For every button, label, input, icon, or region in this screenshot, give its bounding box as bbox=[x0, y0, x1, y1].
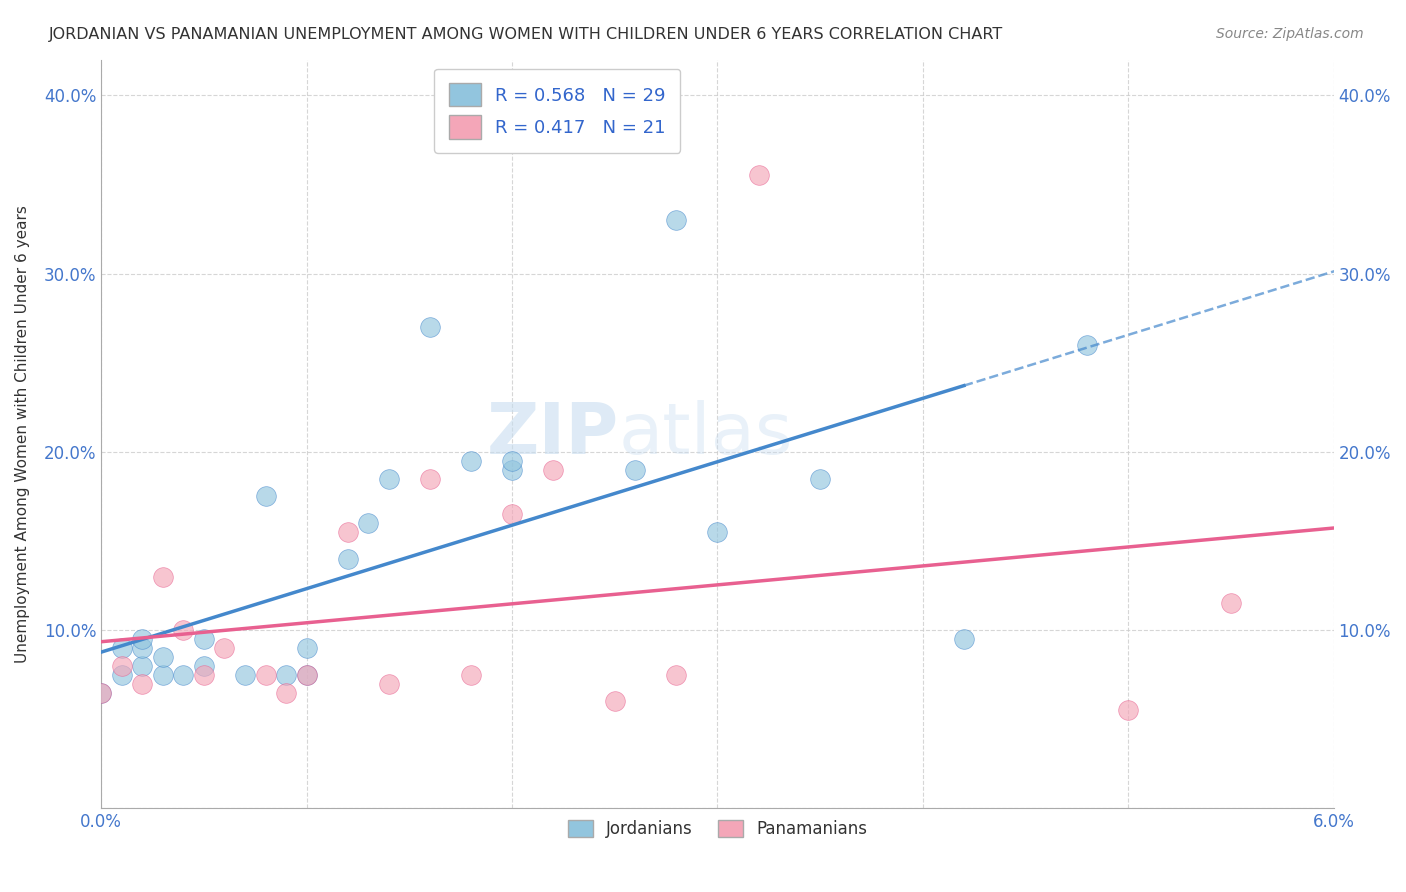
Text: JORDANIAN VS PANAMANIAN UNEMPLOYMENT AMONG WOMEN WITH CHILDREN UNDER 6 YEARS COR: JORDANIAN VS PANAMANIAN UNEMPLOYMENT AMO… bbox=[49, 27, 1004, 42]
Point bbox=[953, 632, 976, 646]
Text: Source: ZipAtlas.com: Source: ZipAtlas.com bbox=[1216, 27, 1364, 41]
Point bbox=[419, 472, 441, 486]
Point bbox=[131, 640, 153, 655]
Point bbox=[460, 454, 482, 468]
Point bbox=[603, 694, 626, 708]
Point bbox=[90, 685, 112, 699]
Point bbox=[747, 169, 769, 183]
Point bbox=[131, 632, 153, 646]
Point bbox=[1116, 703, 1139, 717]
Point bbox=[131, 676, 153, 690]
Point bbox=[172, 623, 194, 637]
Point bbox=[193, 658, 215, 673]
Point bbox=[111, 667, 134, 681]
Point bbox=[419, 320, 441, 334]
Point bbox=[624, 463, 647, 477]
Point bbox=[541, 463, 564, 477]
Point bbox=[193, 667, 215, 681]
Point bbox=[501, 508, 523, 522]
Point bbox=[460, 667, 482, 681]
Point bbox=[357, 516, 380, 531]
Y-axis label: Unemployment Among Women with Children Under 6 years: Unemployment Among Women with Children U… bbox=[15, 205, 30, 663]
Point bbox=[152, 569, 174, 583]
Point bbox=[665, 213, 688, 227]
Point bbox=[808, 472, 831, 486]
Point bbox=[295, 667, 318, 681]
Point bbox=[111, 640, 134, 655]
Point bbox=[295, 640, 318, 655]
Point bbox=[295, 667, 318, 681]
Point bbox=[90, 685, 112, 699]
Point bbox=[152, 667, 174, 681]
Point bbox=[111, 658, 134, 673]
Point bbox=[1076, 338, 1098, 352]
Point bbox=[378, 676, 401, 690]
Point bbox=[214, 640, 236, 655]
Point bbox=[254, 490, 277, 504]
Point bbox=[706, 525, 728, 540]
Legend: Jordanians, Panamanians: Jordanians, Panamanians bbox=[561, 814, 873, 845]
Text: atlas: atlas bbox=[619, 400, 793, 468]
Point bbox=[233, 667, 256, 681]
Point bbox=[501, 463, 523, 477]
Point bbox=[336, 551, 359, 566]
Point bbox=[131, 658, 153, 673]
Point bbox=[274, 667, 297, 681]
Point bbox=[193, 632, 215, 646]
Point bbox=[665, 667, 688, 681]
Point bbox=[336, 525, 359, 540]
Point bbox=[378, 472, 401, 486]
Point bbox=[274, 685, 297, 699]
Point bbox=[254, 667, 277, 681]
Point bbox=[501, 454, 523, 468]
Point bbox=[152, 649, 174, 664]
Point bbox=[172, 667, 194, 681]
Text: ZIP: ZIP bbox=[486, 400, 619, 468]
Point bbox=[1219, 596, 1241, 610]
